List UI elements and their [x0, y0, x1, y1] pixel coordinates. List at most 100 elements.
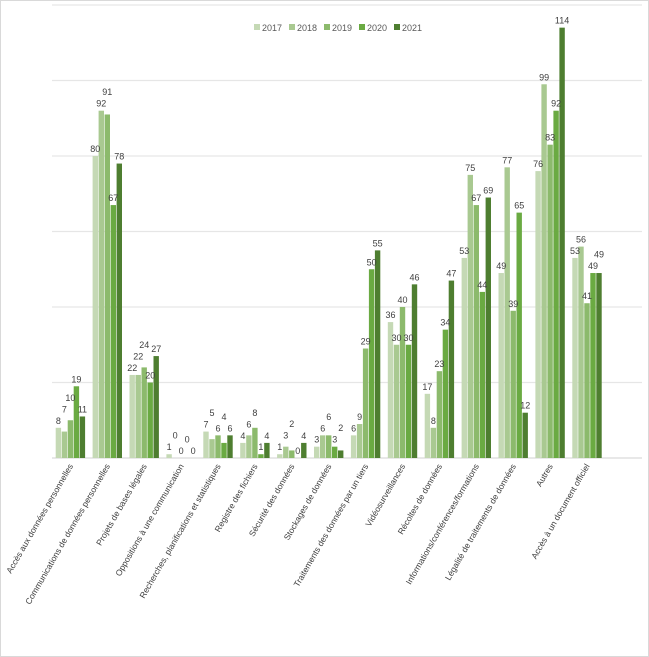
bar-2017	[498, 273, 504, 458]
data-label: 91	[102, 87, 112, 97]
data-label: 34	[440, 318, 450, 328]
data-label: 6	[320, 423, 325, 433]
bar-2017	[314, 446, 320, 458]
bar-2020	[221, 442, 227, 458]
bar-2019	[289, 450, 295, 458]
bar-2021	[227, 435, 233, 458]
bar-2017	[387, 322, 394, 458]
data-label: 23	[434, 359, 444, 369]
data-label: 99	[539, 72, 549, 82]
bar-2018	[320, 435, 326, 458]
bar-2021	[411, 284, 418, 458]
bar-2018	[578, 246, 584, 458]
bar-2020	[332, 446, 338, 458]
data-label: 47	[446, 269, 456, 279]
data-label: 0	[173, 431, 178, 441]
bar-2019	[547, 144, 553, 459]
bar-2019	[215, 435, 221, 458]
data-label: 30	[391, 333, 401, 343]
bar-2018	[135, 374, 141, 458]
bar-2017	[92, 156, 98, 458]
bar-2019	[104, 114, 110, 458]
bar-2019	[141, 367, 147, 458]
bar-2017	[240, 442, 246, 458]
bar-2018	[356, 424, 363, 458]
bar-2021	[485, 197, 491, 458]
bar-2021	[116, 163, 122, 459]
bar-2020	[73, 386, 80, 458]
data-label: 8	[252, 408, 257, 418]
data-label: 41	[582, 291, 592, 301]
bar-2017	[166, 454, 172, 458]
data-label: 0	[191, 446, 196, 456]
data-label: 8	[431, 416, 436, 426]
legend-label: 2018	[297, 23, 317, 33]
bar-2020	[368, 269, 375, 458]
data-label: 49	[594, 250, 604, 260]
bar-2021	[374, 250, 381, 458]
data-label: 4	[240, 431, 245, 441]
bar-2020	[479, 291, 485, 458]
bar-2017	[129, 374, 135, 458]
data-label: 4	[221, 412, 226, 422]
bar-2017	[203, 431, 209, 458]
category-label: Oppositions à une communication	[113, 462, 186, 578]
data-label: 3	[332, 435, 337, 445]
bar-2020	[147, 382, 153, 458]
data-label: 50	[367, 257, 377, 267]
bar-2018	[98, 110, 104, 458]
bar-2019	[252, 427, 258, 458]
bar-2021	[153, 356, 159, 458]
bar-2020	[553, 110, 559, 458]
data-label: 67	[471, 193, 481, 203]
data-label: 0	[179, 446, 184, 456]
bar-2018	[283, 446, 289, 458]
data-label: 83	[545, 133, 555, 143]
bar-2017	[424, 393, 431, 458]
bar-2017	[461, 257, 467, 458]
bar-2018	[504, 167, 510, 458]
data-label: 114	[555, 16, 569, 26]
bar-2020	[442, 329, 449, 458]
data-label: 1	[277, 442, 282, 452]
data-label: 12	[520, 401, 530, 411]
legend-swatch	[254, 24, 260, 30]
bar-2018	[541, 84, 547, 459]
data-label: 29	[361, 337, 371, 347]
bar-2018	[430, 427, 437, 458]
bar-2021	[559, 27, 565, 459]
data-label: 75	[465, 163, 475, 173]
category-label: Vidéosurveillances	[363, 462, 407, 528]
data-label: 40	[397, 295, 407, 305]
bar-2020	[590, 273, 596, 458]
data-label: 55	[373, 238, 383, 248]
bar-2019	[326, 435, 332, 458]
legend-swatch	[324, 24, 330, 30]
category-label: Autres	[534, 462, 555, 488]
bar-2019	[473, 205, 479, 458]
data-label: 2	[338, 423, 343, 433]
data-label: 78	[114, 152, 124, 162]
legend-item: 2019	[324, 23, 352, 33]
bar-2019	[399, 307, 406, 458]
data-label: 69	[483, 186, 493, 196]
data-label: 1	[167, 442, 172, 452]
bar-2021	[79, 416, 86, 458]
data-label: 53	[570, 246, 580, 256]
category-label: Informations/conférences/formations	[404, 462, 481, 586]
data-label: 65	[514, 201, 524, 211]
bar-2019	[510, 310, 516, 458]
legend-swatch	[394, 24, 400, 30]
data-label: 2	[289, 419, 294, 429]
data-label: 49	[496, 261, 506, 271]
data-label: 4	[301, 431, 306, 441]
category-label: Accès aux données personnelles	[4, 462, 75, 575]
bar-2020	[516, 212, 522, 458]
category-label: Légalité de traitements de données	[443, 462, 518, 582]
data-label: 6	[326, 412, 331, 422]
legend-swatch	[359, 24, 365, 30]
data-label: 77	[502, 155, 512, 165]
data-label: 67	[108, 193, 118, 203]
data-label: 22	[133, 351, 143, 361]
